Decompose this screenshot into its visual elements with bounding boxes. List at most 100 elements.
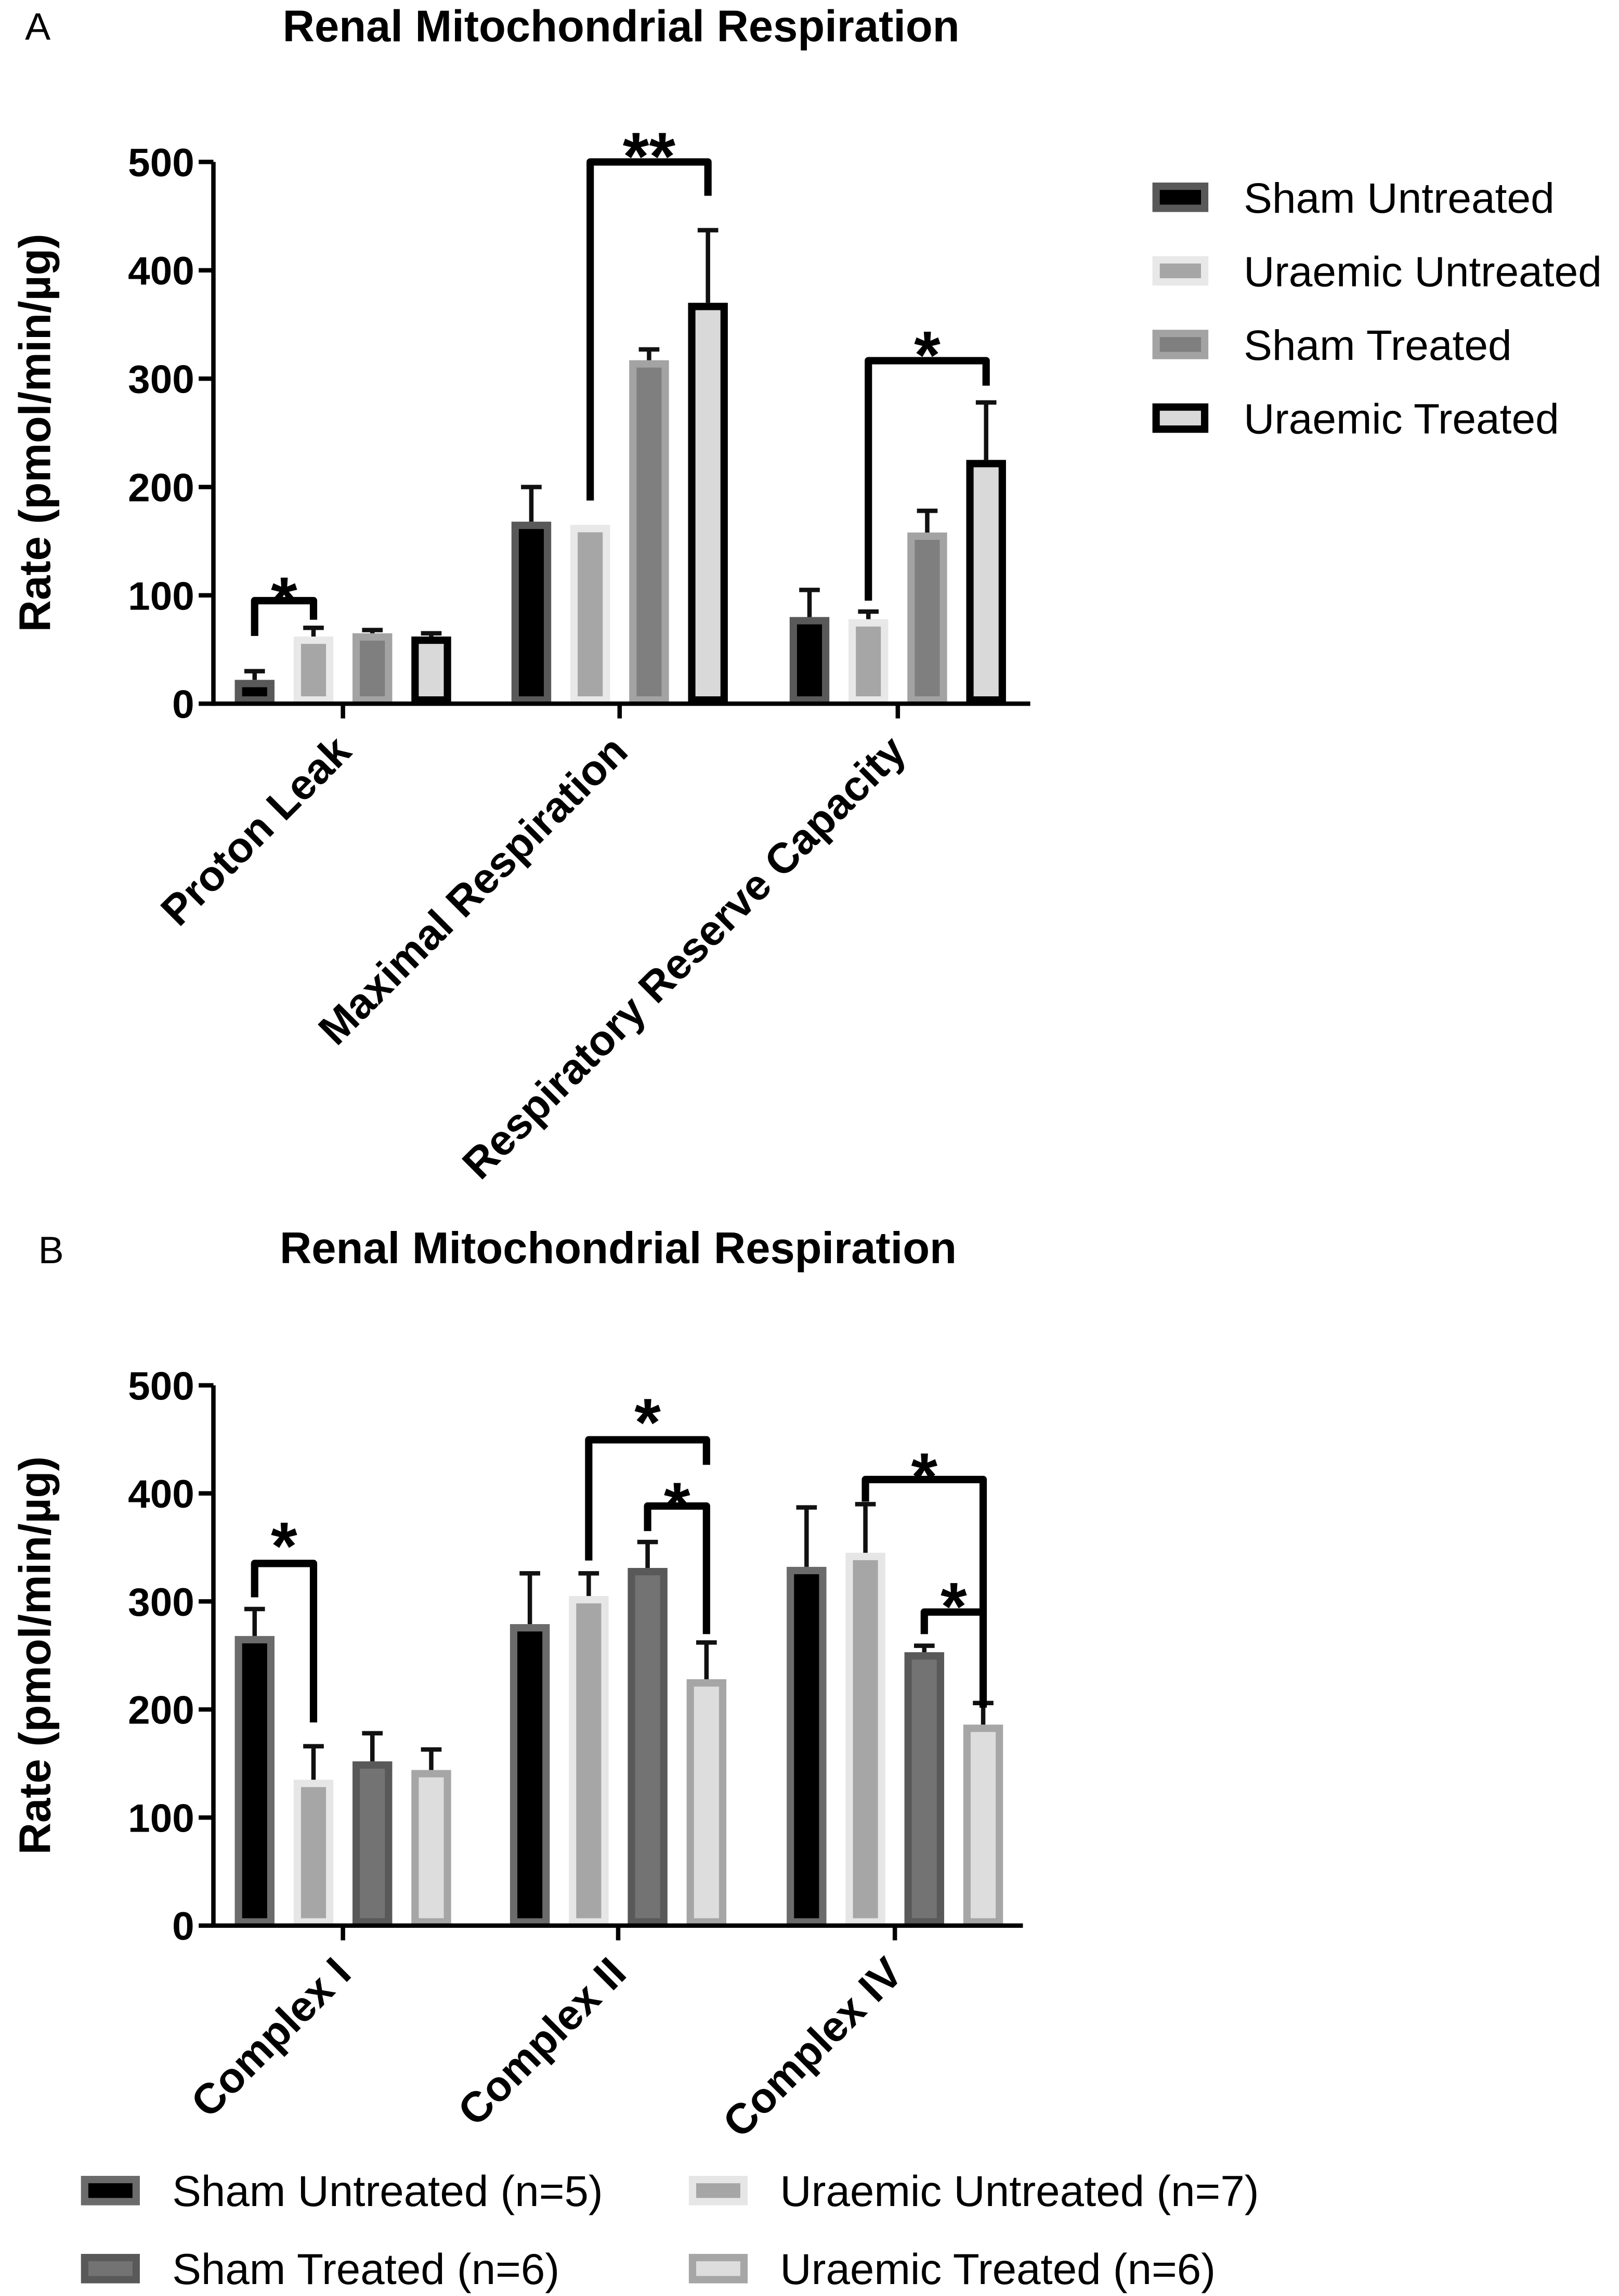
significance-label: * — [634, 1384, 661, 1460]
panel-label-b: B — [38, 1228, 64, 1272]
legend-swatch — [81, 2176, 140, 2206]
y-tick-label: 200 — [128, 466, 194, 510]
y-tick-label: 500 — [128, 1364, 194, 1408]
y-tick-label: 300 — [128, 358, 194, 402]
error-bar-proton-leak-sham-untreated — [244, 669, 265, 680]
error-bar-complex-iv-sham-untreated — [796, 1505, 817, 1567]
bar-respiratory-reserve-capacity-sham-untreated — [789, 617, 830, 704]
bar-complex-ii-uraemic-untreated — [569, 1596, 609, 1926]
y-tick-label: 400 — [128, 1472, 194, 1516]
error-bar-complex-i-uraemic-untreated — [303, 1744, 324, 1780]
bars — [234, 303, 1006, 704]
y-tick-label: 400 — [128, 249, 194, 293]
significance-label: ** — [623, 118, 676, 194]
y-tick-label: 300 — [128, 1580, 194, 1625]
legend-swatch — [81, 2254, 140, 2284]
legend-label: Uraemic Untreated — [1244, 248, 1602, 295]
panel-label-a: A — [25, 5, 50, 48]
y-tick-label: 0 — [172, 683, 194, 727]
error-bars — [244, 1502, 994, 1780]
error-bar-respiratory-reserve-capacity-uraemic-treated — [975, 400, 997, 460]
legend-b: Sham Untreated (n=5) Uraemic Untreated (… — [81, 2167, 1259, 2293]
significance-annotations: **** — [251, 118, 990, 639]
legend-item-uraemic-treated: Uraemic Treated (n=6) — [688, 2245, 1216, 2293]
panel-b: B Renal Mitochondrial Respiration Rate (… — [10, 1223, 1259, 2293]
bar-respiratory-reserve-capacity-uraemic-treated — [966, 460, 1006, 704]
error-bar-maximal-respiration-sham-treated — [638, 347, 660, 360]
error-bar-proton-leak-uraemic-treated — [421, 631, 442, 637]
error-bar-complex-iv-sham-treated — [913, 1643, 935, 1653]
bars — [234, 1552, 1003, 1926]
legend-swatch — [1152, 183, 1209, 212]
legend-item-uraemic-treated: Uraemic Treated — [1152, 395, 1559, 443]
error-bar-complex-ii-sham-treated — [637, 1539, 658, 1568]
legend-item-sham-untreated: Sham Untreated — [1152, 175, 1555, 222]
significance-bracket — [861, 1475, 987, 1612]
bar-complex-ii-sham-treated — [628, 1567, 668, 1926]
legend-item-sham-treated: Sham Treated (n=6) — [81, 2245, 559, 2293]
bar-complex-iv-sham-untreated — [787, 1566, 827, 1926]
y-tick-label: 100 — [128, 1796, 194, 1840]
bar-proton-leak-uraemic-treated — [411, 636, 451, 704]
bar-maximal-respiration-sham-treated — [629, 360, 669, 704]
legend-a: Sham Untreated Uraemic Untreated Sham Tr… — [1152, 175, 1602, 443]
significance-bracket — [251, 596, 318, 636]
legend-item-uraemic-untreated: Uraemic Untreated — [1152, 248, 1602, 295]
bar-respiratory-reserve-capacity-uraemic-untreated — [848, 619, 889, 704]
legend-item-uraemic-untreated: Uraemic Untreated (n=7) — [688, 2167, 1259, 2215]
significance-annotations: *** ** — [251, 1384, 987, 1723]
legend-label: Uraemic Untreated (n=7) — [780, 2167, 1259, 2215]
chart-title-b: Renal Mitochondrial Respiration — [280, 1223, 957, 1273]
significance-label: * — [911, 1439, 937, 1515]
significance-label: * — [941, 1568, 967, 1644]
significance-label: * — [271, 1508, 297, 1584]
y-tick-label: 100 — [128, 574, 194, 618]
significance-bracket — [251, 1560, 318, 1723]
y-tick-label: 0 — [172, 1904, 194, 1949]
legend-item-sham-untreated: Sham Untreated (n=5) — [81, 2167, 603, 2215]
legend-label: Sham Untreated — [1244, 175, 1555, 222]
error-bars — [244, 228, 997, 680]
bar-proton-leak-uraemic-untreated — [293, 636, 334, 704]
y-tick-label: 500 — [128, 141, 194, 185]
bar-maximal-respiration-uraemic-treated — [688, 303, 728, 704]
bar-complex-iv-uraemic-treated — [963, 1724, 1003, 1926]
error-bar-maximal-respiration-uraemic-treated — [697, 228, 719, 303]
error-bar-complex-ii-uraemic-treated — [696, 1640, 717, 1680]
legend-swatch — [1152, 403, 1209, 433]
error-bar-complex-ii-uraemic-untreated — [578, 1571, 599, 1597]
error-bar-complex-i-sham-treated — [362, 1731, 383, 1761]
legend-label: Sham Treated (n=6) — [172, 2245, 559, 2293]
chart-title-a: Renal Mitochondrial Respiration — [283, 1, 960, 50]
significance-bracket — [586, 158, 712, 501]
significance-bracket — [865, 357, 990, 601]
error-bar-proton-leak-sham-treated — [362, 628, 383, 633]
error-bar-complex-iv-uraemic-untreated — [855, 1502, 876, 1553]
error-bar-complex-i-sham-untreated — [244, 1606, 265, 1636]
bar-complex-iv-sham-treated — [904, 1652, 945, 1926]
legend-swatch — [1152, 256, 1209, 286]
error-bar-respiratory-reserve-capacity-sham-treated — [917, 509, 938, 533]
bar-complex-ii-uraemic-treated — [686, 1679, 727, 1926]
significance-bracket — [644, 1502, 710, 1635]
bar-proton-leak-sham-untreated — [234, 680, 275, 704]
legend-label: Sham Untreated (n=5) — [172, 2167, 603, 2215]
bar-maximal-respiration-sham-untreated — [511, 522, 552, 704]
error-bar-maximal-respiration-sham-untreated — [521, 485, 542, 522]
significance-label: * — [664, 1468, 690, 1544]
bar-proton-leak-sham-treated — [352, 633, 393, 704]
y-axis-label-b: Rate (pmol/min/µg) — [10, 1456, 59, 1854]
significance-bracket — [920, 1608, 987, 1708]
error-bar-complex-i-uraemic-treated — [421, 1747, 442, 1770]
significance-bracket — [585, 1436, 710, 1561]
legend-label: Uraemic Treated — [1244, 395, 1559, 443]
legend-swatch — [1152, 330, 1209, 359]
y-axis-label-a: Rate (pmol/min/µg) — [10, 234, 59, 632]
significance-label: * — [914, 317, 941, 393]
legend-swatch — [688, 2176, 748, 2206]
bar-maximal-respiration-uraemic-untreated — [570, 525, 610, 704]
bar-complex-i-uraemic-treated — [411, 1770, 451, 1926]
error-bar-respiratory-reserve-capacity-uraemic-untreated — [858, 609, 879, 619]
bar-complex-iv-uraemic-untreated — [845, 1552, 885, 1926]
